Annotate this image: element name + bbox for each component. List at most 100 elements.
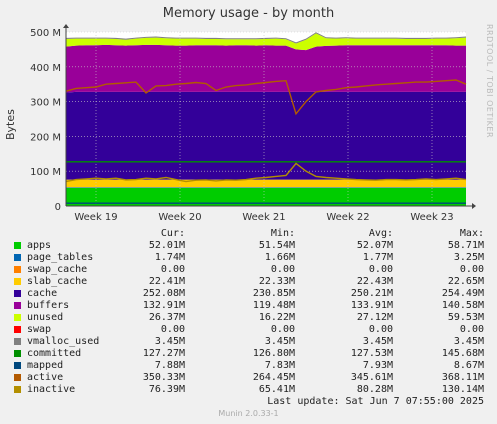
legend-row-committed: committed 127.27M 126.80M 127.53M 145.68M xyxy=(0,348,497,360)
legend-cur-value: 127.27M xyxy=(142,348,185,359)
legend-min-value: 3.45M xyxy=(264,336,295,347)
legend-name: vmalloc_used xyxy=(27,336,100,347)
legend-min-value: 1.66M xyxy=(264,252,295,263)
rrdtool-watermark: RRDTOOL / TOBI OETIKER xyxy=(485,24,494,139)
legend-swatch xyxy=(14,374,21,381)
legend-name: swap xyxy=(27,324,52,335)
x-tick-label: Week 19 xyxy=(74,212,117,223)
legend-row-swap: swap 0.00 0.00 0.00 0.00 xyxy=(0,324,497,336)
chart-plot: 0 100 M 200 M 300 M 400 M 500 M Week 19 Week 20… xyxy=(30,24,476,223)
last-update: Last update: Sat Jun 7 07:55:00 2025 xyxy=(267,396,484,407)
legend-max-value: 130.14M xyxy=(441,384,484,395)
chart-title: Memory usage - by month xyxy=(162,6,335,21)
area-unused xyxy=(66,33,466,51)
legend-avg-value: 1.77M xyxy=(362,252,393,263)
legend-row-vmalloc-used: vmalloc_used 3.45M 3.45M 3.45M 3.45M xyxy=(0,336,497,348)
x-axis-arrow xyxy=(472,203,476,209)
legend-avg-value: 80.28M xyxy=(356,384,393,395)
legend-min-value: 230.85M xyxy=(252,288,295,299)
legend-min-value: 126.80M xyxy=(252,348,295,359)
legend-name: swap_cache xyxy=(27,264,88,275)
legend-cur-value: 132.91M xyxy=(142,300,185,311)
legend-avg-value: 22.43M xyxy=(356,276,393,287)
legend-cur-value: 3.45M xyxy=(154,336,185,347)
legend-max-value: 3.25M xyxy=(453,252,484,263)
legend-cur-value: 22.41M xyxy=(148,276,185,287)
legend-row-mapped: mapped 7.88M 7.83M 7.93M 8.67M xyxy=(0,360,497,372)
y-tick-label: 200 M xyxy=(30,132,61,143)
legend-swatch xyxy=(14,386,21,393)
legend-max-value: 8.67M xyxy=(453,360,484,371)
x-tick-label: Week 20 xyxy=(158,212,201,223)
legend-max-value: 145.68M xyxy=(441,348,484,359)
legend-row-buffers: buffers 132.91M 119.48M 133.91M 140.58M xyxy=(0,300,497,312)
legend-swatch xyxy=(14,350,21,357)
area-apps xyxy=(66,187,466,206)
legend-max-value: 0.00 xyxy=(459,264,484,275)
legend-swatch xyxy=(14,302,21,309)
legend-avg-value: 52.07M xyxy=(356,240,393,251)
legend-max-value: 59.53M xyxy=(447,312,484,323)
legend-avg-value: 0.00 xyxy=(368,264,393,275)
legend-row-swap-cache: swap_cache 0.00 0.00 0.00 0.00 xyxy=(0,264,497,276)
legend-max-value: 0.00 xyxy=(459,324,484,335)
legend-cur-value: 252.08M xyxy=(142,288,185,299)
y-axis-arrow xyxy=(63,24,69,28)
legend-cur-value: 7.88M xyxy=(154,360,185,371)
legend-min-value: 65.41M xyxy=(258,384,295,395)
legend-cur-value: 0.00 xyxy=(160,264,185,275)
legend-min-value: 51.54M xyxy=(258,240,295,251)
legend-max-value: 58.71M xyxy=(447,240,484,251)
y-tick-label: 500 M xyxy=(30,28,61,39)
legend-min-value: 119.48M xyxy=(252,300,295,311)
y-tick-label: 0 xyxy=(55,202,61,213)
header-cur: Cur: xyxy=(160,228,185,239)
legend-cur-value: 350.33M xyxy=(142,372,185,383)
legend-avg-value: 127.53M xyxy=(350,348,393,359)
legend-min-value: 16.22M xyxy=(258,312,295,323)
legend-cur-value: 0.00 xyxy=(160,324,185,335)
legend-max-value: 368.11M xyxy=(441,372,484,383)
legend-row-inactive: inactive 76.39M 65.41M 80.28M 130.14M xyxy=(0,384,497,396)
legend-avg-value: 0.00 xyxy=(368,324,393,335)
area-buffers xyxy=(66,44,466,93)
legend-swatch xyxy=(14,254,21,261)
legend-row-apps: apps 52.01M 51.54M 52.07M 58.71M xyxy=(0,240,497,252)
legend-min-value: 22.33M xyxy=(258,276,295,287)
legend-swatch xyxy=(14,266,21,273)
legend-avg-value: 27.12M xyxy=(356,312,393,323)
legend-cur-value: 52.01M xyxy=(148,240,185,251)
x-tick-label: Week 22 xyxy=(326,212,369,223)
header-avg: Avg: xyxy=(368,228,393,239)
legend-min-value: 7.83M xyxy=(264,360,295,371)
x-tick-label: Week 23 xyxy=(410,212,453,223)
legend-swatch xyxy=(14,314,21,321)
legend-avg-value: 345.61M xyxy=(350,372,393,383)
legend-swatch xyxy=(14,242,21,249)
area-page-tables xyxy=(66,187,466,188)
x-tick-label: Week 21 xyxy=(242,212,285,223)
y-axis-label: Bytes xyxy=(4,109,17,140)
munin-version: Munin 2.0.33-1 xyxy=(218,409,279,418)
y-tick-label: 400 M xyxy=(30,63,61,74)
legend-name: active xyxy=(27,372,64,383)
line-active xyxy=(65,79,467,116)
legend-name: slab_cache xyxy=(27,276,88,287)
y-tick-label: 100 M xyxy=(30,167,61,178)
legend-name: mapped xyxy=(27,360,64,371)
legend-swatch xyxy=(14,338,21,345)
header-max: Max: xyxy=(459,228,484,239)
legend-min-value: 0.00 xyxy=(270,264,295,275)
y-tick-label: 300 M xyxy=(30,98,61,109)
legend-header: Cur: Min: Avg: Max: xyxy=(0,228,497,240)
legend-max-value: 254.49M xyxy=(441,288,484,299)
legend-avg-value: 250.21M xyxy=(350,288,393,299)
legend-row-page-tables: page_tables 1.74M 1.66M 1.77M 3.25M xyxy=(0,252,497,264)
legend-name: page_tables xyxy=(27,252,94,263)
legend-swatch xyxy=(14,362,21,369)
line-inactive xyxy=(65,162,467,183)
header-min: Min: xyxy=(270,228,295,239)
legend-name: inactive xyxy=(27,384,76,395)
legend-avg-value: 133.91M xyxy=(350,300,393,311)
legend-name: buffers xyxy=(27,300,70,311)
